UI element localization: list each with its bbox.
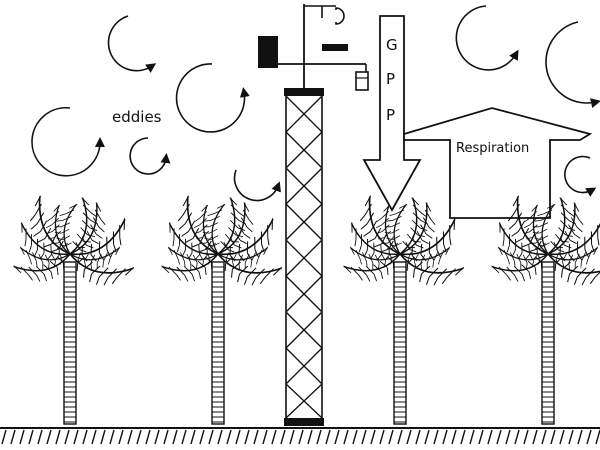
gas-analyzer — [355, 71, 369, 91]
palm-tree-3 — [340, 194, 468, 425]
gpp-arrow — [362, 15, 422, 212]
eddy-8 — [564, 155, 597, 197]
palm-tree-1 — [10, 194, 138, 425]
gpp-letter-p1: P — [386, 70, 395, 88]
palm-trees — [10, 194, 600, 425]
eddy-1 — [107, 15, 157, 73]
respiration-label: Respiration — [456, 141, 529, 156]
tower-top-plate — [284, 88, 324, 96]
ground — [0, 427, 600, 445]
anemometer-cup — [335, 7, 345, 25]
gpp-letter-g: G — [386, 36, 398, 54]
gpp-letter-p2: P — [386, 106, 395, 124]
eddy-5 — [233, 169, 281, 202]
tower-base-plate — [284, 418, 324, 426]
eddy-7 — [545, 21, 600, 108]
eddies-label: eddies — [112, 108, 162, 126]
eddy-6 — [455, 5, 519, 71]
palm-tree-4 — [488, 194, 600, 425]
eddy-4 — [129, 137, 171, 175]
eddy-2 — [31, 106, 105, 177]
eddies-group — [31, 5, 600, 202]
palm-tree-2 — [158, 194, 286, 425]
respiration-arrow — [403, 107, 593, 219]
sensor-box-left — [258, 36, 278, 68]
sensor-bar-right — [322, 44, 348, 51]
flux-tower — [258, 4, 369, 426]
eddy-3 — [175, 63, 250, 133]
